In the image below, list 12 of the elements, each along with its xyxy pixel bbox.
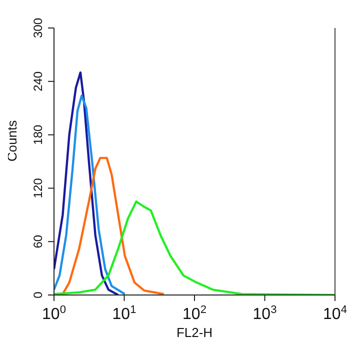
x-tick-label: 10$^{1}$ [112,304,136,323]
y-tick-label: 120 [31,178,45,198]
x-tick-label: 10$^{2}$ [182,304,206,323]
x-tick-label: 10$^{3}$ [252,304,277,323]
x-axis-title: FL2-H [176,325,213,340]
y-tick-label: 60 [31,234,45,248]
y-tick-label: 0 [31,291,45,298]
y-tick-label: 300 [31,18,45,38]
x-tick-label: 10$^{4}$ [323,304,347,323]
y-tick-label: 180 [31,124,45,145]
y-tick-label: 240 [31,71,45,92]
x-tick-label: 10$^{0}$ [42,304,66,323]
